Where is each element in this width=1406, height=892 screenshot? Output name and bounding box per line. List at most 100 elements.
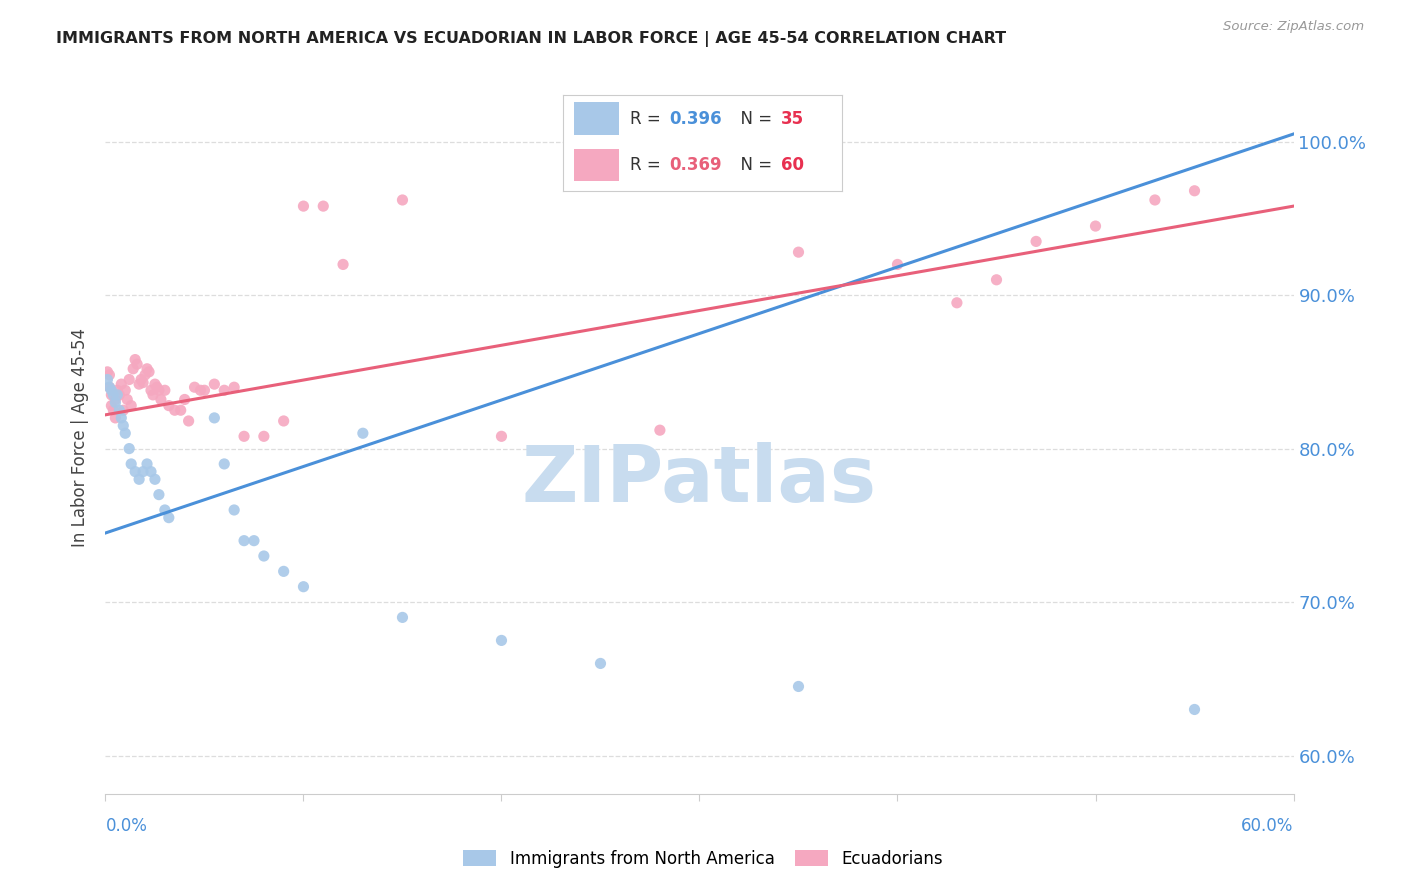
Point xyxy=(157,510,180,524)
Point xyxy=(132,465,155,479)
Text: N =: N = xyxy=(730,110,778,128)
Point xyxy=(491,429,513,443)
Point xyxy=(202,410,225,425)
Point xyxy=(124,352,146,367)
Point xyxy=(292,199,315,213)
Point xyxy=(148,384,170,398)
Point xyxy=(312,199,335,213)
Point xyxy=(98,368,121,382)
Text: ZIPatlas: ZIPatlas xyxy=(522,442,877,518)
Point xyxy=(132,376,155,390)
Point xyxy=(112,403,135,417)
Text: Source: ZipAtlas.com: Source: ZipAtlas.com xyxy=(1223,20,1364,33)
Point xyxy=(391,610,413,624)
Text: 60: 60 xyxy=(780,156,804,174)
Point xyxy=(224,503,246,517)
Text: R =: R = xyxy=(630,156,666,174)
Point xyxy=(332,257,354,271)
Point xyxy=(139,465,162,479)
Point xyxy=(491,633,513,648)
Point xyxy=(138,365,160,379)
Point xyxy=(143,377,166,392)
Legend: Immigrants from North America, Ecuadorians: Immigrants from North America, Ecuadoria… xyxy=(457,844,949,875)
Point xyxy=(153,503,176,517)
Point xyxy=(986,273,1008,287)
Point xyxy=(233,533,256,548)
Point xyxy=(146,380,169,394)
Point xyxy=(100,399,122,413)
Point xyxy=(103,388,125,402)
Point xyxy=(148,488,170,502)
Point xyxy=(129,372,152,386)
Text: 0.0%: 0.0% xyxy=(105,817,148,835)
Point xyxy=(136,361,159,376)
Text: 0.369: 0.369 xyxy=(669,156,721,174)
Point xyxy=(202,377,225,392)
Text: 35: 35 xyxy=(780,110,804,128)
Point xyxy=(108,403,131,417)
Text: N =: N = xyxy=(730,156,778,174)
Point xyxy=(648,423,671,437)
Point xyxy=(128,472,150,486)
Point xyxy=(104,392,127,407)
Point xyxy=(120,399,142,413)
Point xyxy=(183,380,205,394)
Point xyxy=(1143,193,1166,207)
Point xyxy=(115,392,138,407)
Point xyxy=(120,457,142,471)
Point xyxy=(128,377,150,392)
Point xyxy=(118,372,141,386)
FancyBboxPatch shape xyxy=(574,103,619,135)
Point xyxy=(170,403,193,417)
Point xyxy=(96,365,118,379)
Point xyxy=(103,403,125,417)
Point xyxy=(273,565,295,579)
Point xyxy=(1084,219,1107,233)
Text: 0.396: 0.396 xyxy=(669,110,721,128)
Point xyxy=(96,372,118,386)
Point xyxy=(214,384,236,398)
Point xyxy=(273,414,295,428)
FancyBboxPatch shape xyxy=(574,148,619,181)
Point xyxy=(224,380,246,394)
Point xyxy=(253,429,276,443)
Point xyxy=(173,392,195,407)
Point xyxy=(143,472,166,486)
Point xyxy=(98,380,121,394)
Point xyxy=(108,388,131,402)
Text: R =: R = xyxy=(630,110,666,128)
Point xyxy=(352,426,374,441)
Point xyxy=(100,388,122,402)
Point xyxy=(122,361,145,376)
Point xyxy=(149,392,172,407)
Point xyxy=(118,442,141,456)
Point xyxy=(139,384,162,398)
Point xyxy=(391,193,413,207)
Point xyxy=(886,257,908,271)
Point xyxy=(105,384,128,398)
Point xyxy=(787,245,810,260)
Point xyxy=(243,533,266,548)
Point xyxy=(214,457,236,471)
Point xyxy=(110,377,132,392)
Point xyxy=(1184,184,1206,198)
Point xyxy=(193,384,215,398)
Point xyxy=(104,410,127,425)
Point xyxy=(105,388,128,402)
Point xyxy=(136,457,159,471)
Point xyxy=(253,549,276,563)
Point xyxy=(1025,235,1047,249)
Point xyxy=(134,368,156,382)
Point xyxy=(153,384,176,398)
Point xyxy=(104,395,127,409)
Point xyxy=(98,380,121,394)
Point xyxy=(589,657,612,671)
Point xyxy=(142,388,165,402)
Point xyxy=(787,680,810,694)
Point xyxy=(157,399,180,413)
Point xyxy=(127,357,149,371)
Point xyxy=(233,429,256,443)
Point xyxy=(114,384,136,398)
Point xyxy=(114,426,136,441)
Y-axis label: In Labor Force | Age 45-54: In Labor Force | Age 45-54 xyxy=(72,327,90,547)
